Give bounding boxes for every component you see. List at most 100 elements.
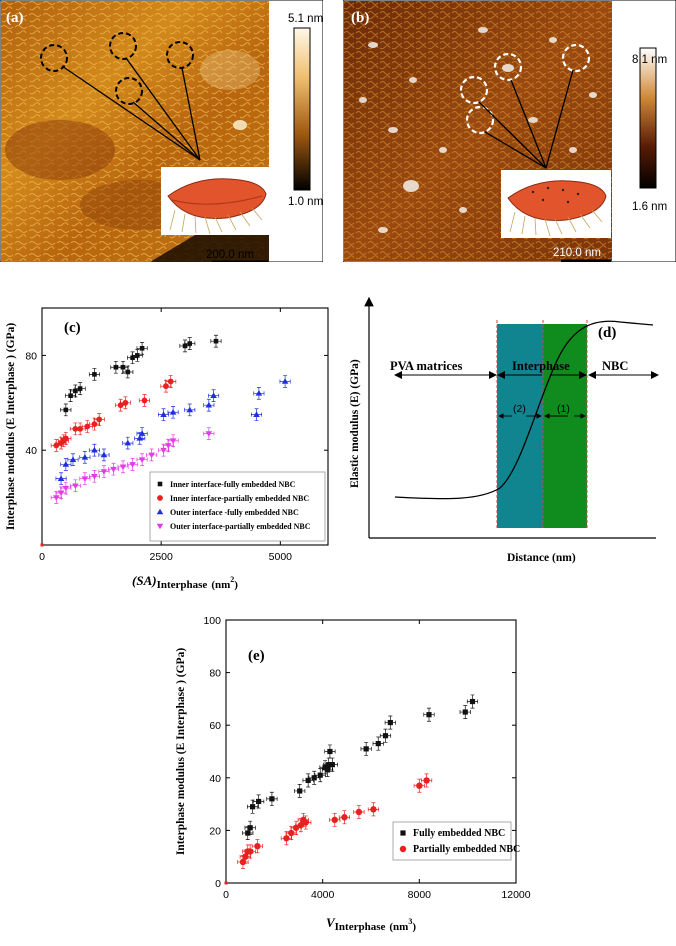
data-point — [81, 476, 89, 482]
legend-box — [392, 821, 512, 861]
subregion-2-label: (2) — [513, 403, 526, 415]
panel-d: PVA matrices Interphase NBC (2) (1) (d) … — [340, 290, 676, 600]
data-point — [256, 798, 262, 805]
legend-label: Outer interface-partially embedded NBC — [170, 522, 311, 531]
region-nbc-label: NBC — [602, 359, 628, 373]
data-point — [186, 406, 194, 413]
data-point — [120, 364, 126, 370]
data-point — [113, 364, 119, 370]
data-point — [69, 456, 77, 462]
plot-frame — [225, 619, 517, 884]
chart-c: 0 2500 5000 40 80 Inner interface-fully embed… — [5, 307, 329, 591]
data-point — [288, 829, 295, 837]
panel-label-a: (a) — [6, 10, 24, 26]
subregion-1-label: (1) — [557, 403, 570, 415]
data-point — [255, 390, 263, 396]
x-axis-label-d: Distance (nm) — [507, 552, 576, 564]
legend-marker — [156, 523, 164, 530]
data-point — [210, 392, 217, 398]
panel-a: 200.0 nm 5.1 nm 1.0 nm (a) — [0, 0, 323, 262]
legend-label: Fully embedded NBC — [413, 828, 505, 839]
data-point — [77, 425, 84, 432]
data-point — [245, 830, 251, 836]
y-tick-label: 40 — [25, 445, 37, 457]
x-axis-label: (SA)Interphase (nm2) — [132, 573, 238, 591]
data-point — [281, 378, 289, 384]
data-point — [165, 443, 172, 449]
data-point — [317, 772, 323, 778]
series-1 — [237, 773, 433, 869]
data-point — [63, 407, 69, 413]
data-point — [370, 806, 377, 813]
y-axis-label-d: Elastic modulus (E) (GPa) — [349, 359, 361, 488]
y-tick-label: 40 — [209, 773, 221, 785]
afm-image-a: 200.0 nm 5.1 nm 1.0 nm (a) — [0, 0, 323, 262]
data-point — [387, 719, 393, 726]
data-point — [135, 353, 140, 358]
data-point — [117, 402, 124, 409]
x-tick-label: 8000 — [408, 889, 432, 901]
data-point — [62, 435, 69, 442]
data-point — [73, 388, 78, 394]
data-point — [322, 764, 328, 770]
y-tick-label: 0 — [215, 878, 221, 890]
origin-point — [224, 881, 228, 885]
data-point — [329, 762, 335, 768]
modulus-curve — [394, 320, 654, 500]
data-point — [247, 825, 253, 831]
data-point — [205, 431, 213, 437]
series-0 — [242, 694, 479, 840]
data-point — [57, 490, 65, 497]
data-point — [213, 338, 219, 344]
data-point — [160, 411, 167, 417]
nbc-illustration-b — [507, 180, 607, 237]
data-point — [92, 372, 97, 377]
legend-marker — [400, 830, 406, 836]
panel-e: 0 4000 8000 12000 0 20 40 60 80 100 Fully embedded… — [170, 608, 536, 946]
data-point — [148, 452, 155, 459]
nbc-illustration-a — [167, 178, 267, 235]
data-point — [138, 457, 146, 463]
data-point — [81, 454, 89, 460]
data-point — [169, 438, 177, 445]
data-point — [462, 709, 468, 715]
data-point — [57, 475, 65, 481]
region-interphase-1 — [543, 324, 587, 528]
data-point — [324, 767, 331, 773]
colorbar-max-b: 8.1 nm — [632, 54, 667, 66]
colorbar-min-b: 1.6 nm — [632, 201, 667, 213]
x-tick-label: 12000 — [501, 889, 530, 901]
data-point — [72, 483, 79, 490]
series-2 — [55, 375, 291, 485]
data-point — [167, 378, 174, 385]
data-point — [53, 442, 60, 449]
panel-label-d: (d) — [598, 325, 616, 341]
scale-bar-b: 210.0 nm — [553, 247, 601, 259]
colorbar-max-a: 5.1 nm — [288, 13, 323, 25]
data-point — [423, 777, 430, 784]
y-tick-label: 60 — [209, 720, 221, 732]
legend-label: Partially embedded NBC — [413, 844, 520, 855]
legend-marker — [156, 508, 164, 515]
data-point — [426, 712, 432, 718]
legend-marker — [157, 495, 163, 501]
data-point — [110, 466, 117, 473]
data-point — [249, 804, 256, 810]
data-point — [100, 469, 108, 475]
panel-b: 210.0 nm 8.1 nm 1.6 nm (b) — [343, 0, 676, 262]
x-tick-label: 4000 — [311, 889, 335, 901]
series-3 — [50, 427, 215, 504]
y-axis-label: Interphase modulus (E Interphase ) (GPa) — [5, 323, 17, 531]
data-point — [253, 411, 260, 417]
panel-label: (c) — [64, 320, 81, 336]
data-point — [341, 814, 348, 821]
legend-label: Outer interface -fully embedded NBC — [170, 508, 299, 517]
data-point — [141, 397, 148, 404]
data-point — [305, 777, 311, 784]
data-point — [62, 461, 70, 467]
data-point — [124, 439, 132, 446]
chart-e: 0 4000 8000 12000 0 20 40 60 80 100 Fully embedded… — [175, 615, 531, 933]
data-point — [169, 408, 177, 415]
y-axis-label: Interphase modulus (E Interphase ) (GPa) — [175, 648, 187, 856]
data-point — [96, 416, 103, 423]
